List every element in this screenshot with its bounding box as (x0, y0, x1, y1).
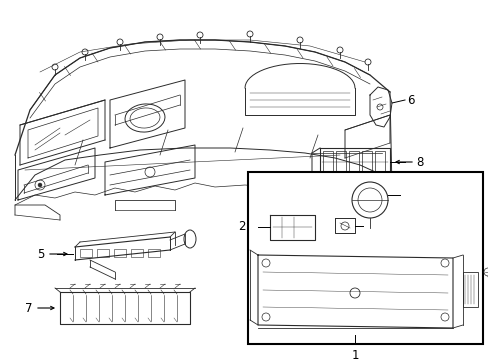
Bar (80, 249, 92, 257)
Circle shape (38, 183, 42, 187)
Bar (374, 151, 384, 173)
Text: 1: 1 (350, 349, 358, 360)
Text: 2: 2 (238, 220, 245, 234)
Bar (335, 151, 346, 173)
Text: 4: 4 (411, 189, 419, 202)
Bar (361, 151, 371, 173)
Bar (97, 249, 109, 257)
Text: 6: 6 (406, 94, 414, 107)
Text: 7: 7 (25, 302, 33, 315)
Bar (462, 272, 477, 307)
Text: 8: 8 (415, 156, 423, 168)
Text: 5: 5 (38, 248, 45, 261)
Bar (247, 172, 482, 344)
Bar (131, 249, 142, 257)
Bar (323, 151, 332, 173)
Bar (114, 249, 126, 257)
Text: 3: 3 (374, 220, 382, 233)
Bar (348, 151, 358, 173)
Bar (148, 249, 160, 257)
